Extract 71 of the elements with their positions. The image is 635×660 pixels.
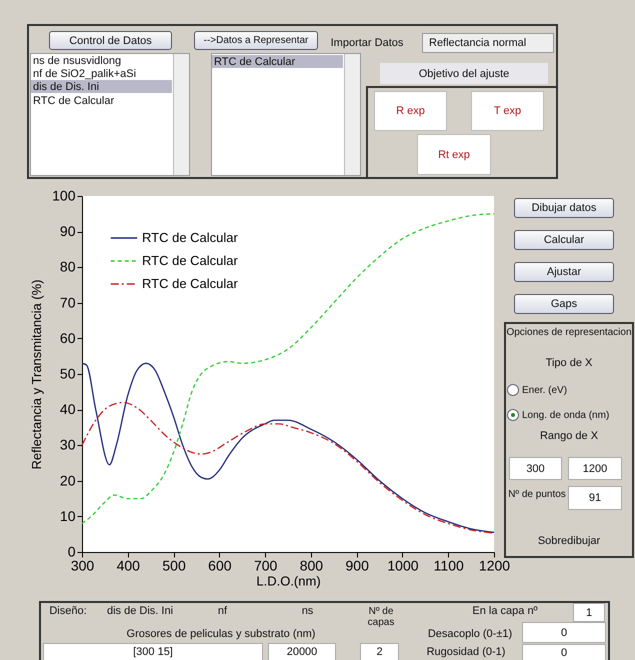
line-series xyxy=(81,213,495,524)
text: Opciones de representacion xyxy=(506,326,632,340)
x-tick-label: 700 xyxy=(254,558,278,574)
x-tick-label: 400 xyxy=(116,558,140,574)
y-tick-label: 0 xyxy=(68,544,76,560)
text: dis de Dis. Ini xyxy=(106,604,174,617)
x-tick-label: 800 xyxy=(300,558,324,574)
legend-label: RTC de Calcular xyxy=(142,253,239,268)
y-tick-label: 50 xyxy=(60,366,76,382)
text: ns xyxy=(300,604,314,617)
x-tick-label: 500 xyxy=(162,558,186,574)
y-axis-title: Reflectancia y Transmitancia (%) xyxy=(29,279,44,470)
text: Rango de X xyxy=(538,428,600,443)
text: RTC de Calcular xyxy=(212,55,343,68)
text: RTC de Calcular xyxy=(32,94,116,107)
legend-label: RTC de Calcular xyxy=(142,276,239,291)
text: Dibujar datos xyxy=(514,198,614,218)
x-tick-label: 600 xyxy=(208,558,232,574)
text: Reflectancia normal xyxy=(422,33,554,53)
y-tick-label: 70 xyxy=(60,294,76,310)
text: [300 15] xyxy=(43,643,263,660)
x-tick-label: 900 xyxy=(345,558,370,574)
text: Control de Datos xyxy=(49,31,172,50)
text: Grosores de peliculas y substrato (nm) xyxy=(126,627,316,641)
y-tick-label: 40 xyxy=(60,401,76,418)
text: 300 xyxy=(509,457,562,480)
text: En la capa nº xyxy=(471,604,539,617)
x-tick-label: 1200 xyxy=(478,558,510,574)
y-tick-label: 80 xyxy=(60,258,76,275)
legend-label: RTC de Calcular xyxy=(142,230,239,245)
line-series xyxy=(81,402,495,534)
text: T exp xyxy=(471,91,544,131)
text: -->Datos a Representar xyxy=(194,31,318,50)
text: R exp xyxy=(374,91,447,131)
x-tick-label: 300 xyxy=(70,558,94,574)
text: Objetivo del ajuste xyxy=(380,63,548,84)
text: Desacoplo (0-±1) xyxy=(426,626,514,641)
y-tick-label: 20 xyxy=(60,472,76,488)
text: 91 xyxy=(568,486,622,510)
y-tick-label: 60 xyxy=(60,330,76,346)
text: 1200 xyxy=(568,457,622,480)
text: Nº de capas xyxy=(366,605,396,630)
text: Importar Datos xyxy=(330,36,404,50)
text: Calcular xyxy=(514,230,614,250)
y-tick-label: 90 xyxy=(60,223,76,240)
y-tick-label: 100 xyxy=(52,188,76,204)
x-axis-title: L.D.O.(nm) xyxy=(256,574,321,588)
y-tick-label: 30 xyxy=(60,436,76,453)
line-series xyxy=(81,362,495,534)
text: ns de nsusvidlong xyxy=(32,54,122,67)
x-tick-label: 1000 xyxy=(387,558,419,574)
text: Ener. (eV) xyxy=(521,384,568,397)
text: dis de Dis. Ini xyxy=(31,80,172,93)
text: Sobredibujar xyxy=(536,534,602,548)
text: 1 xyxy=(573,603,605,622)
text: Rugosidad (0-1) xyxy=(426,644,506,659)
text: Tipo de X xyxy=(544,356,594,370)
x-tick-label: 1100 xyxy=(434,558,464,574)
text: 0 xyxy=(522,622,606,643)
text: Ajustar xyxy=(514,262,614,282)
text: Gaps xyxy=(514,294,614,314)
text: Nº de puntos xyxy=(507,488,567,501)
text: 0 xyxy=(522,644,606,660)
text: Long. de onda (nm) xyxy=(521,408,610,422)
text: nf de SiO2_palik+aSi xyxy=(32,67,138,80)
y-tick-label: 10 xyxy=(60,508,76,524)
text: Rt exp xyxy=(417,134,491,175)
text: 20000 xyxy=(268,643,336,660)
text: nf xyxy=(216,604,228,617)
text: 2 xyxy=(360,643,399,660)
text: Diseño: xyxy=(48,604,88,617)
